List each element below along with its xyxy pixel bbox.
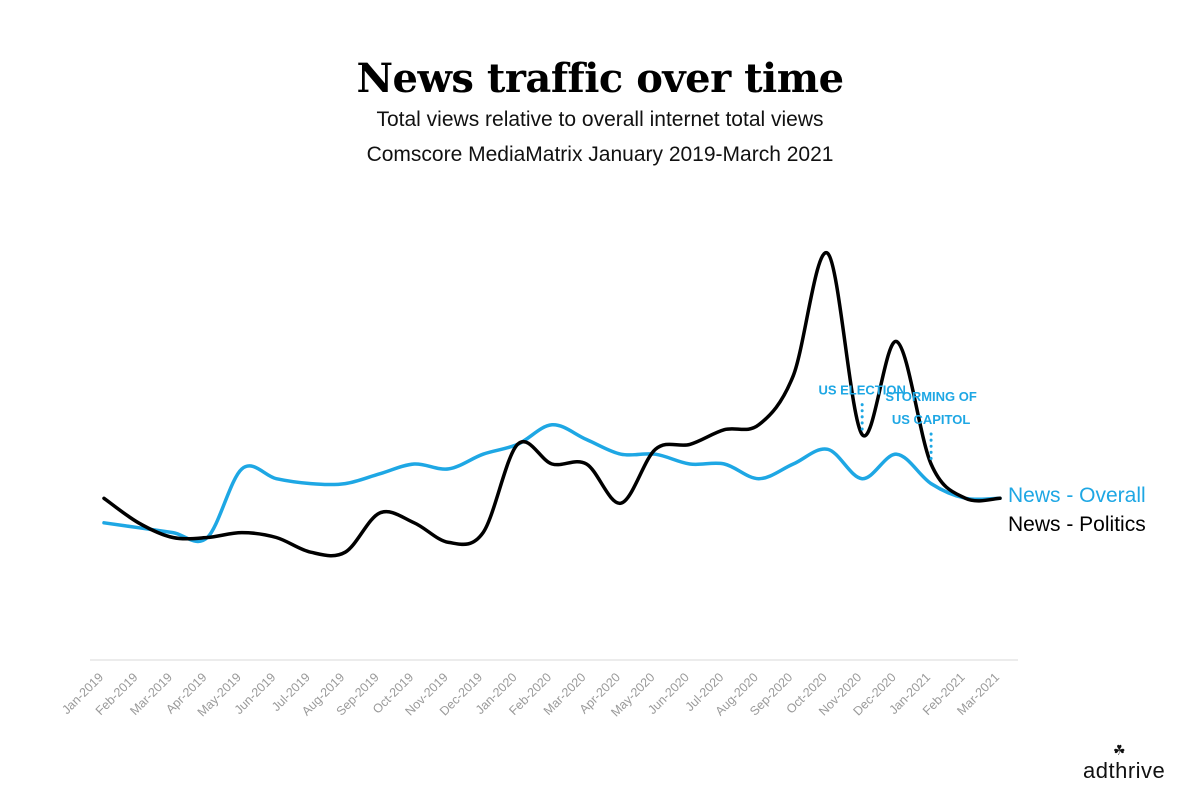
chart-title: News traffic over time [356, 55, 844, 102]
legend: News - Overall News - Politics [1008, 484, 1146, 536]
annotation-label: STORMING OF [885, 389, 977, 404]
legend-label-news-overall: News - Overall [1008, 484, 1146, 507]
x-axis: Jan-2019Feb-2019Mar-2019Apr-2019May-2019… [59, 659, 1018, 719]
logo-text: adthrive [1083, 758, 1166, 783]
chart-subtitle-2: Comscore MediaMatrix January 2019-March … [366, 143, 834, 166]
adthrive-logo: ☘ adthrive [1083, 742, 1166, 784]
annotation-label: US CAPITOL [892, 412, 971, 427]
annotation-label: US ELECTION [818, 383, 905, 398]
series-line-news-overall [102, 423, 1002, 544]
legend-label-news-politics: News - Politics [1008, 513, 1146, 536]
series-group [102, 251, 1002, 558]
chart-subtitle-1: Total views relative to overall internet… [376, 108, 824, 131]
tree-icon: ☘ [1113, 742, 1127, 758]
series-line-news-politics [102, 251, 1002, 558]
